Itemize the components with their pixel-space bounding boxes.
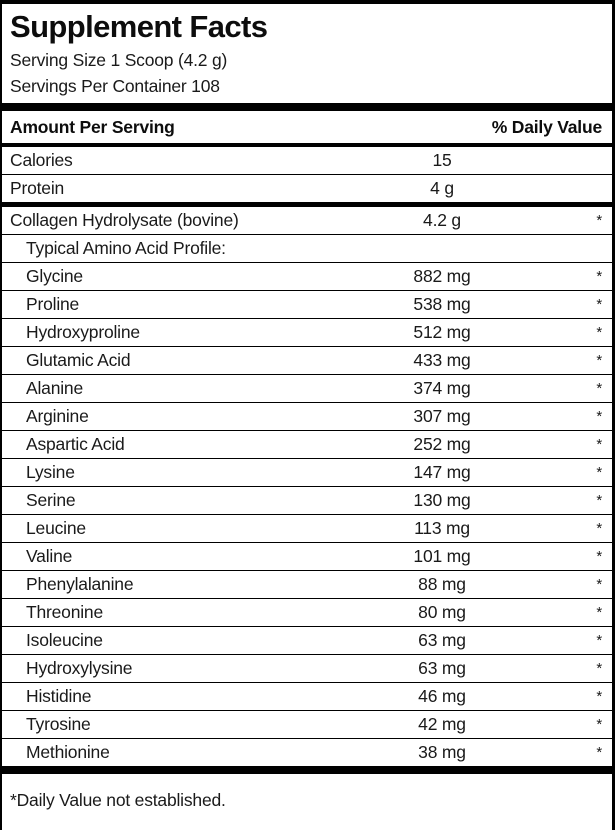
nutrient-name: Phenylalanine — [26, 574, 134, 594]
table-row: Protein 4 g — [2, 174, 612, 202]
serving-size: Serving Size 1 Scoop (4.2 g) — [10, 50, 228, 70]
nutrient-daily-value: * — [596, 352, 602, 369]
nutrient-amount: 512 mg — [413, 322, 471, 342]
nutrient-daily-value: * — [596, 604, 602, 621]
nutrient-amount: 101 mg — [413, 546, 471, 566]
table-row: Threonine 80 mg * — [2, 598, 612, 626]
panel-header: Supplement Facts Serving Size 1 Scoop (4… — [2, 4, 612, 103]
table-row: Histidine 46 mg * — [2, 682, 612, 710]
servings-per-container: Servings Per Container 108 — [10, 76, 220, 96]
nutrient-name: Alanine — [26, 378, 83, 398]
nutrient-amount: 88 mg — [418, 574, 466, 594]
nutrient-amount: 374 mg — [413, 378, 471, 398]
columns-header: Amount Per Serving % Daily Value — [2, 111, 612, 143]
nutrient-name: Hydroxylysine — [26, 658, 133, 678]
nutrient-daily-value: * — [596, 296, 602, 313]
table-row: Methionine 38 mg * — [2, 738, 612, 766]
nutrient-name: Typical Amino Acid Profile: — [26, 238, 226, 258]
nutrient-daily-value: * — [596, 268, 602, 285]
nutrient-name: Collagen Hydrolysate (bovine) — [10, 210, 239, 230]
nutrient-daily-value: * — [596, 660, 602, 677]
nutrient-name: Valine — [26, 546, 73, 566]
divider-thick-middle — [2, 202, 612, 207]
nutrient-amount: 882 mg — [413, 266, 471, 286]
nutrient-daily-value: * — [596, 548, 602, 565]
nutrient-amount: 4.2 g — [423, 210, 461, 230]
nutrient-daily-value: * — [596, 576, 602, 593]
table-row: Collagen Hydrolysate (bovine) 4.2 g * — [2, 207, 612, 234]
daily-value-footnote: *Daily Value not established. — [10, 790, 226, 810]
table-row: Phenylalanine 88 mg * — [2, 570, 612, 598]
divider-thick-bottom — [2, 766, 612, 774]
table-row: Serine 130 mg * — [2, 486, 612, 514]
nutrient-name: Threonine — [26, 602, 104, 622]
nutrient-name: Proline — [26, 294, 80, 314]
nutrient-daily-value: * — [596, 380, 602, 397]
nutrient-amount: 38 mg — [418, 742, 466, 762]
table-row: Arginine 307 mg * — [2, 402, 612, 430]
table-row: Lysine 147 mg * — [2, 458, 612, 486]
nutrient-amount: 4 g — [430, 178, 454, 198]
nutrient-daily-value: * — [596, 436, 602, 453]
table-row: Leucine 113 mg * — [2, 514, 612, 542]
daily-value-header: % Daily Value — [491, 117, 602, 137]
nutrient-daily-value: * — [596, 520, 602, 537]
nutrient-daily-value: * — [596, 324, 602, 341]
nutrient-amount: 15 — [432, 150, 452, 170]
amount-per-serving-header: Amount Per Serving — [10, 117, 175, 137]
nutrient-name: Arginine — [26, 406, 89, 426]
nutrient-name: Glutamic Acid — [26, 350, 131, 370]
table-row: Proline 538 mg * — [2, 290, 612, 318]
nutrient-amount: 113 mg — [414, 518, 470, 538]
nutrient-amount: 433 mg — [413, 350, 471, 370]
nutrient-name: Lysine — [26, 462, 75, 482]
nutrient-name: Serine — [26, 490, 76, 510]
nutrient-amount: 63 mg — [418, 658, 466, 678]
nutrient-name: Tyrosine — [26, 714, 91, 734]
nutrient-amount: 147 mg — [413, 462, 471, 482]
table-row: Isoleucine 63 mg * — [2, 626, 612, 654]
nutrient-name: Isoleucine — [26, 630, 103, 650]
nutrient-name: Glycine — [26, 266, 83, 286]
nutrient-name: Protein — [10, 178, 65, 198]
nutrient-daily-value: * — [596, 744, 602, 761]
table-row: Hydroxylysine 63 mg * — [2, 654, 612, 682]
table-row: Glycine 882 mg * — [2, 262, 612, 290]
divider-medium — [2, 143, 612, 147]
nutrient-daily-value: * — [596, 716, 602, 733]
table-row: Calories 15 — [2, 147, 612, 174]
nutrient-amount: 307 mg — [413, 406, 471, 426]
facts-rows: Calories 15 Protein 4 g Collagen Hydroly… — [2, 147, 612, 766]
nutrient-amount: 63 mg — [418, 630, 466, 650]
nutrient-name: Histidine — [26, 686, 92, 706]
nutrient-name: Calories — [10, 150, 73, 170]
nutrient-daily-value: * — [596, 464, 602, 481]
nutrient-amount: 46 mg — [418, 686, 466, 706]
divider-thick-top — [2, 103, 612, 111]
table-row: Hydroxyproline 512 mg * — [2, 318, 612, 346]
nutrient-amount: 42 mg — [418, 714, 466, 734]
nutrient-name: Hydroxyproline — [26, 322, 140, 342]
page-title: Supplement Facts — [10, 9, 268, 44]
table-row: Glutamic Acid 433 mg * — [2, 346, 612, 374]
nutrient-amount: 538 mg — [413, 294, 471, 314]
nutrient-amount: 130 mg — [413, 490, 471, 510]
nutrient-daily-value: * — [596, 408, 602, 425]
nutrient-daily-value: * — [596, 492, 602, 509]
nutrient-daily-value: * — [596, 632, 602, 649]
nutrient-daily-value: * — [596, 212, 602, 229]
nutrient-amount: 252 mg — [413, 434, 471, 454]
table-row: Aspartic Acid 252 mg * — [2, 430, 612, 458]
table-row: Typical Amino Acid Profile: — [2, 234, 612, 262]
nutrient-daily-value: * — [596, 688, 602, 705]
nutrient-name: Leucine — [26, 518, 86, 538]
table-row: Alanine 374 mg * — [2, 374, 612, 402]
nutrient-amount: 80 mg — [418, 602, 466, 622]
table-row: Tyrosine 42 mg * — [2, 710, 612, 738]
nutrient-name: Methionine — [26, 742, 110, 762]
table-row: Valine 101 mg * — [2, 542, 612, 570]
nutrient-name: Aspartic Acid — [26, 434, 125, 454]
